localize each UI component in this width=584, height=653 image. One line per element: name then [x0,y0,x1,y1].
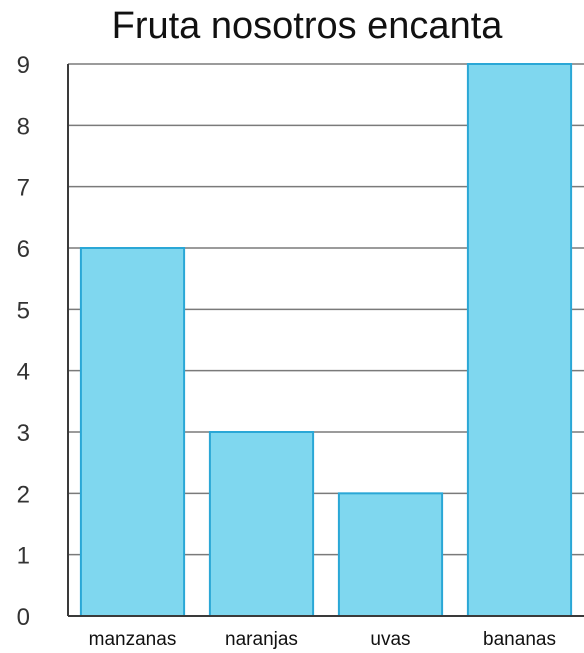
y-tick-label: 8 [17,113,30,140]
y-tick-label: 3 [17,420,30,447]
bar-uvas [337,492,444,618]
y-tick-label: 9 [17,52,30,79]
y-tick-label: 1 [17,543,30,570]
y-tick-label: 5 [17,297,30,324]
bar-naranjas [208,431,315,617]
x-category-label: bananas [483,629,556,650]
y-tick-label: 7 [17,175,30,202]
y-tick-label: 4 [17,359,30,386]
y-tick-label: 2 [17,481,30,508]
y-tick-label: 6 [17,236,30,263]
y-axis-ticks: 0 1 2 3 4 5 6 7 8 9 [17,52,30,631]
x-category-label: uvas [370,629,410,650]
chart-title: Fruta nosotros encanta [112,5,504,47]
x-axis-labels: manzanas naranjas uvas bananas [89,629,556,650]
bar-manzanas [79,247,186,617]
y-tick-label: 0 [17,604,30,631]
bars [79,63,573,618]
x-category-label: naranjas [225,629,298,650]
x-category-label: manzanas [89,629,177,650]
bar-bananas [466,63,573,617]
